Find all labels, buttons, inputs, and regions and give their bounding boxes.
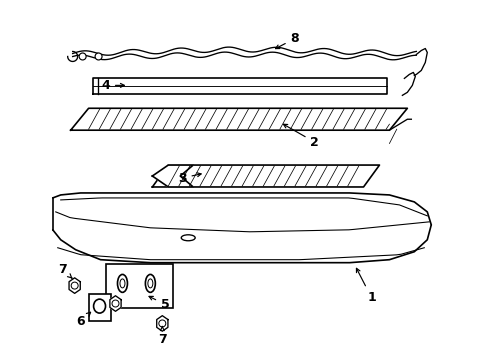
Bar — [88, 293, 110, 321]
Circle shape — [79, 53, 86, 60]
Text: 7: 7 — [58, 263, 72, 278]
Text: 1: 1 — [356, 268, 375, 304]
Text: 3: 3 — [178, 171, 201, 185]
Circle shape — [159, 320, 165, 327]
Polygon shape — [71, 108, 407, 130]
Polygon shape — [110, 296, 121, 311]
Polygon shape — [92, 78, 386, 94]
Text: 7: 7 — [158, 327, 166, 346]
Polygon shape — [69, 278, 80, 293]
Circle shape — [112, 300, 119, 307]
Text: 6: 6 — [76, 312, 90, 328]
Circle shape — [95, 53, 102, 60]
Ellipse shape — [181, 235, 195, 241]
Ellipse shape — [120, 279, 125, 288]
Polygon shape — [152, 165, 379, 187]
Ellipse shape — [147, 279, 153, 288]
Polygon shape — [156, 316, 167, 331]
Circle shape — [71, 282, 78, 289]
Text: 4: 4 — [101, 79, 124, 92]
Ellipse shape — [117, 274, 127, 292]
Ellipse shape — [145, 274, 155, 292]
Text: 5: 5 — [149, 296, 169, 311]
Ellipse shape — [93, 299, 105, 313]
Text: 8: 8 — [275, 32, 299, 49]
Text: 2: 2 — [283, 124, 319, 149]
Bar — [105, 264, 173, 307]
Polygon shape — [152, 165, 193, 187]
